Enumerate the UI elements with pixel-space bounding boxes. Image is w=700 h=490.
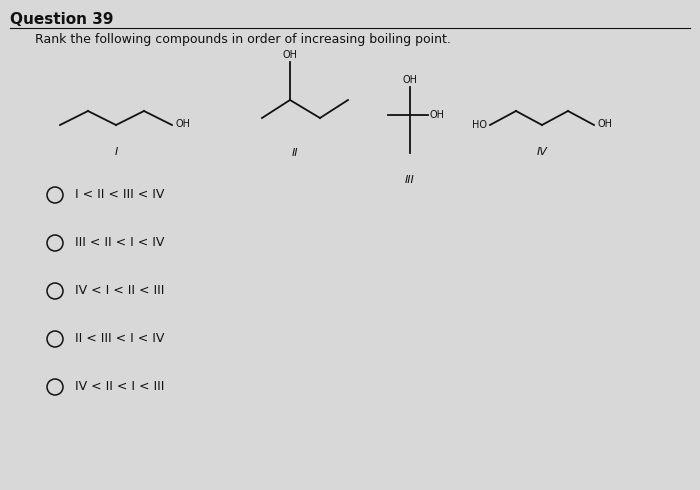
Text: Question 39: Question 39 [10, 12, 113, 27]
Text: II < III < I < IV: II < III < I < IV [75, 333, 164, 345]
Text: IV < II < I < III: IV < II < I < III [75, 381, 164, 393]
Text: I < II < III < IV: I < II < III < IV [75, 189, 164, 201]
Text: III: III [405, 175, 415, 185]
Text: OH: OH [175, 119, 190, 129]
Text: I: I [114, 147, 118, 157]
Text: OH: OH [597, 119, 612, 129]
Text: OH: OH [430, 110, 445, 120]
Text: OH: OH [283, 50, 298, 60]
Text: HO: HO [472, 120, 487, 130]
Text: II: II [292, 148, 298, 158]
Text: III < II < I < IV: III < II < I < IV [75, 237, 164, 249]
Text: Rank the following compounds in order of increasing boiling point.: Rank the following compounds in order of… [35, 33, 451, 46]
Text: IV: IV [537, 147, 547, 157]
Text: OH: OH [402, 75, 417, 85]
Text: IV < I < II < III: IV < I < II < III [75, 285, 164, 297]
